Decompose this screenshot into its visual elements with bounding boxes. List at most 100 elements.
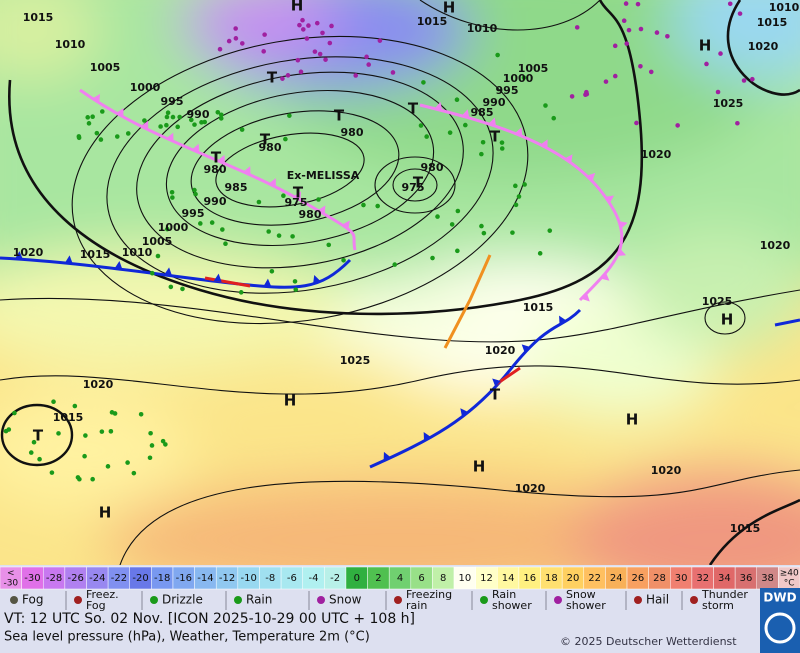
isobar-label: 1000 [158,221,189,234]
weather-symbol [285,73,291,78]
weather-symbol [522,182,527,187]
pressure-center: H [721,311,734,329]
isobar-label: 1015 [53,411,84,424]
weather-symbol [455,248,460,254]
scale-label: -26 [68,573,84,584]
weather-symbol [375,203,380,209]
weather-symbol [56,431,61,436]
weather-symbol [170,114,176,120]
scale-label: 4 [397,573,403,584]
weather-symbol [612,43,618,49]
weather-symbol [149,270,155,276]
weather-symbol [392,262,398,267]
isobar-label: 1020 [760,239,791,252]
weather-symbol [94,130,100,136]
isobar-label: 990 [204,195,227,208]
isobar-label: 1010 [467,22,498,35]
isobar-label: 975 [402,181,425,194]
pressure-center: T [260,131,271,149]
isobar-label: 980 [299,208,322,221]
weather-symbol [148,430,153,436]
weather-symbol [287,113,292,118]
weather-symbol [188,117,194,123]
weather-symbol [142,118,147,123]
weather-symbol [418,123,424,128]
isobar-label: 1020 [13,246,44,259]
weather-symbol [551,115,557,121]
weather-symbol [675,123,680,128]
weather-symbol [149,443,155,448]
weather-symbol [192,122,197,127]
weather-symbol [634,120,639,126]
isobar-label: 1020 [641,148,672,161]
scale-label: 18 [545,573,558,584]
legend-label: Freez. [86,588,119,601]
weather-symbol [638,26,644,32]
legend-label: Hail [646,593,669,607]
legend-label: Fog [86,599,106,612]
isobars [0,0,800,565]
weather-symbol [521,75,527,80]
weather-symbol [125,131,131,136]
isobar-label: 1025 [340,354,371,367]
weather-symbol [455,208,461,214]
scale-label: -30 [3,579,18,589]
front-symbol [268,178,276,188]
weather-symbol [499,146,505,151]
isobar-label: 980 [259,141,282,154]
weather-symbol [283,136,288,142]
weather-symbol [449,222,455,227]
weather-symbol [304,36,310,41]
weather-symbol [648,69,654,75]
weather-symbol [298,69,304,75]
weather-symbol [177,114,182,120]
scale-label: < [7,569,15,579]
weather-symbol [479,223,484,229]
pressure-center: H [99,504,112,522]
isobar-label: 1025 [702,295,733,308]
front-symbol [617,248,627,256]
legend-label: shower [492,599,532,612]
legend-icon [690,596,698,604]
weather-symbol [49,470,55,475]
front-symbol [492,378,501,387]
scale-label: -28 [46,573,62,584]
front-symbol [564,154,573,164]
isobar-label: 980 [341,126,364,139]
scale-label: 12 [480,573,493,584]
front-symbol [164,267,173,276]
weather-symbol [163,442,168,447]
isobar-label: 1015 [757,16,788,29]
weather-symbol [481,230,487,236]
weather-symbol [727,1,733,7]
isobar-label: 995 [496,84,519,97]
scale-label: -6 [287,573,297,584]
front-symbol [559,315,567,325]
front-symbol [521,344,531,353]
weather-symbol [312,49,318,54]
weather-symbol [480,139,486,145]
legend-icon [394,596,402,604]
weather-symbol [165,226,170,232]
scale-label: 0 [354,573,360,584]
isobar-label: Ex-MELISSA [287,169,360,182]
scale-label: -18 [154,573,170,584]
weather-symbol [85,115,91,120]
front-symbol [488,117,497,127]
weather-symbol [329,23,334,29]
front-symbol [618,221,628,229]
weather-symbol [169,190,175,195]
weather-symbol [160,438,166,444]
front-symbol [461,109,470,119]
isobar-label: 1015 [523,301,554,314]
front-symbol [141,120,149,130]
isobar-label: 995 [182,207,205,220]
front-symbol [191,143,200,153]
weather-symbol [654,30,660,35]
isobar-label: 990 [483,96,506,109]
scale-label: -8 [265,573,275,584]
weather-symbol [366,62,371,67]
isobar-label: 1015 [80,248,111,261]
weather-symbol [603,79,609,84]
